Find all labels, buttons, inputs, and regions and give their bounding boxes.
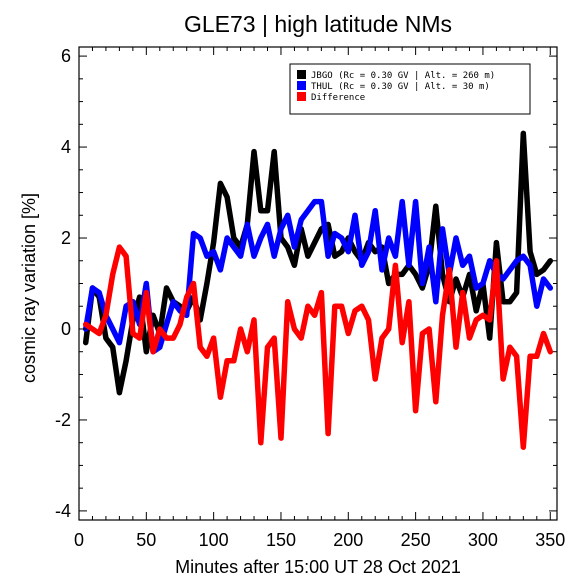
y-tick-label-5: 6 [61,46,71,66]
legend-swatch-2 [297,92,306,101]
legend-label-2: Difference [311,93,365,103]
y-axis-label: cosmic ray variation [%] [19,193,39,383]
x-tick-label-5: 250 [401,530,431,550]
legend: JBGO (Rc = 0.30 GV | Alt. = 260 m)THUL (… [289,63,531,115]
series-line-2 [82,244,554,450]
y-tick-label-0: -4 [55,501,71,521]
y-tick-label-3: 2 [61,228,71,248]
chart-title: GLE73 | high latitude NMs [184,11,452,37]
y-tick-label-1: -2 [55,410,71,430]
legend-swatch-1 [297,81,306,90]
legend-label-1: THUL (Rc = 0.30 GV | Alt. = 30 m) [311,82,490,92]
x-tick-label-3: 150 [266,530,296,550]
x-tick-label-6: 300 [468,530,498,550]
legend-label-0: JBGO (Rc = 0.30 GV | Alt. = 260 m) [311,71,495,81]
axis-ticks: 0 50 100 150 200 250 300 350 -4 -2 0 2 4 6 [55,46,565,550]
legend-swatch-0 [297,70,306,79]
x-tick-label-2: 100 [199,530,229,550]
y-tick-label-2: 0 [61,319,71,339]
x-tick-label-4: 200 [333,530,363,550]
x-axis-label: Minutes after 15:00 UT 28 Oct 2021 [175,557,461,577]
legend-box [289,63,531,115]
x-tick-label-1: 50 [136,530,156,550]
y-tick-label-4: 4 [61,137,71,157]
plot-series [82,130,554,450]
x-tick-label-0: 0 [74,530,84,550]
x-tick-label-7: 350 [535,530,565,550]
series-line-0 [82,130,554,396]
